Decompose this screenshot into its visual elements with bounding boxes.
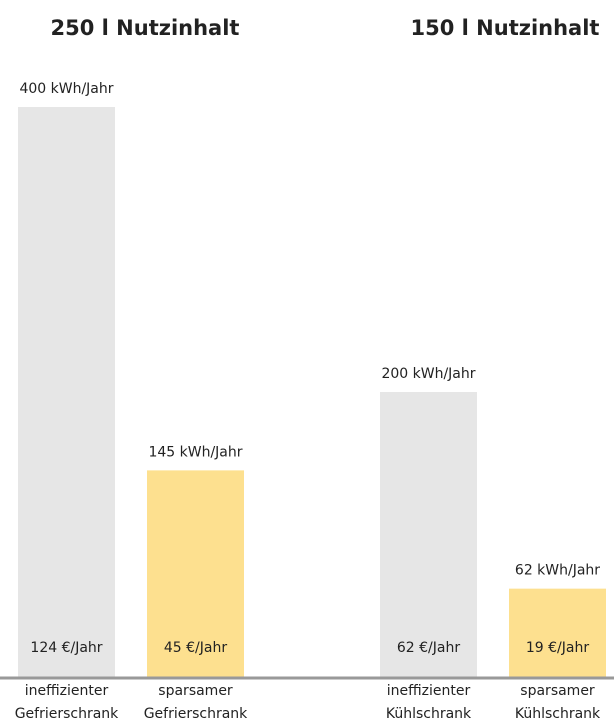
group-title: 150 l Nutzinhalt — [375, 16, 614, 40]
category-label: sparsamer Gefrierschrank — [136, 680, 256, 726]
bar — [18, 107, 115, 677]
category-label: ineffizienter Kühlschrank — [369, 680, 489, 726]
cost-label: 19 €/Jahr — [526, 640, 589, 656]
value-label: 400 kWh/Jahr — [19, 81, 113, 97]
cost-label: 45 €/Jahr — [164, 640, 227, 656]
value-label: 200 kWh/Jahr — [381, 366, 475, 382]
cost-label: 124 €/Jahr — [30, 640, 102, 656]
category-label: sparsamer Kühlschrank — [498, 680, 614, 726]
category-label: ineffizienter Gefrierschrank — [7, 680, 127, 726]
group-title: 250 l Nutzinhalt — [15, 16, 275, 40]
bar — [509, 589, 606, 677]
bar — [380, 392, 477, 677]
cost-label: 62 €/Jahr — [397, 640, 460, 656]
value-label: 62 kWh/Jahr — [515, 563, 600, 579]
value-label: 145 kWh/Jahr — [148, 444, 242, 460]
